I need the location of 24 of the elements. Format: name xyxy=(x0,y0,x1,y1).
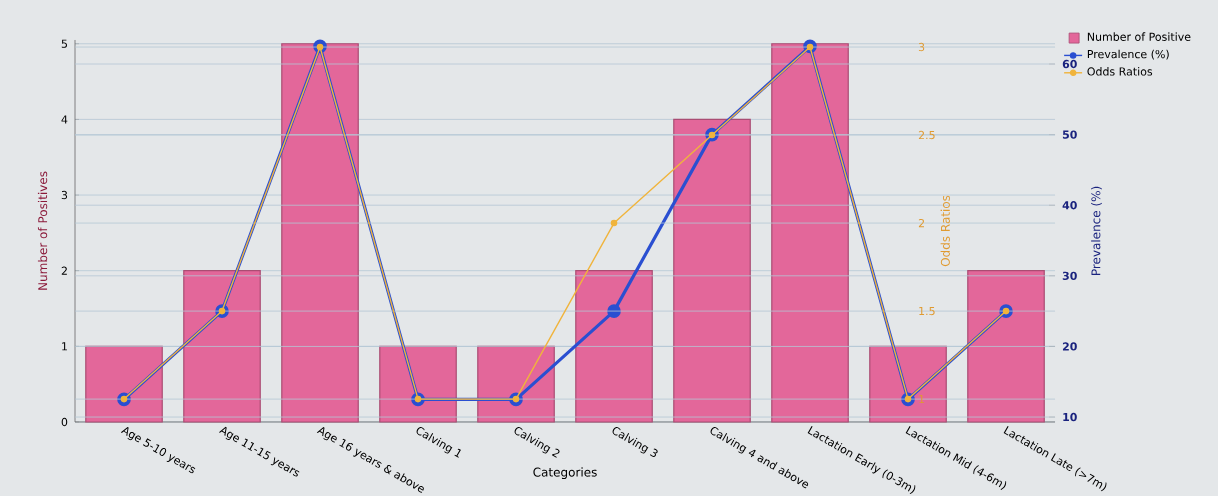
y-tick-label: 5 xyxy=(61,39,67,48)
y3-tick-label: 1 xyxy=(919,395,925,404)
y2-tick-label: 60 xyxy=(1062,59,1077,69)
y-tick-label: 1 xyxy=(62,342,67,351)
y-tick-label: 4 xyxy=(61,115,68,124)
y-axis-title: Number of Positives xyxy=(37,171,48,290)
y-tick-label: 3 xyxy=(61,190,68,200)
y-tick-label: 2 xyxy=(61,266,67,275)
y3-tick-label: 2 xyxy=(918,218,924,228)
y3-tick-label: 3 xyxy=(918,42,925,52)
legend-label: Prevalence (%) xyxy=(1087,49,1169,60)
y3-tick-label: 2.5 xyxy=(918,130,935,140)
y3-axis-title: Odds Ratios xyxy=(940,195,950,267)
y2-tick-label: 40 xyxy=(1062,201,1077,210)
y2-axis-title: Prevalence (%) xyxy=(1091,186,1102,276)
y2-tick-label: 10 xyxy=(1063,412,1077,422)
y2-tick-label: 50 xyxy=(1062,130,1077,139)
y3-tick-label: 1.5 xyxy=(919,306,935,316)
y2-tick-label: 30 xyxy=(1062,271,1077,280)
y-tick-label: 0 xyxy=(61,417,68,427)
y2-tick-label: 20 xyxy=(1062,342,1077,351)
legend-label: Odds Ratios xyxy=(1087,67,1153,76)
x-axis-title: Categories xyxy=(533,467,597,479)
legend-label: Number of Positive xyxy=(1087,32,1191,41)
